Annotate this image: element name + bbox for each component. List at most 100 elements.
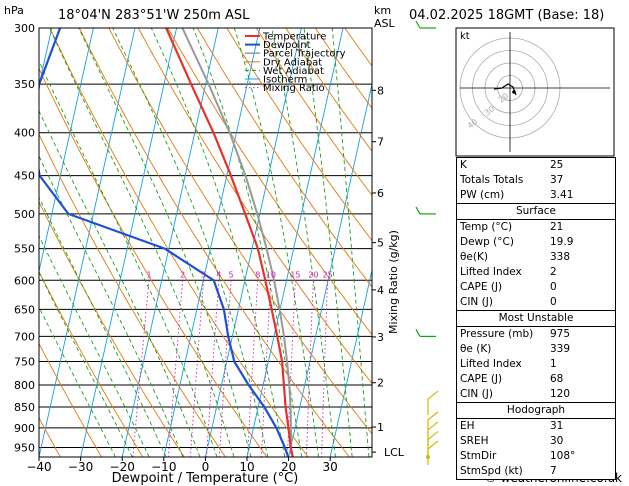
wet-adiabat bbox=[39, 305, 116, 457]
hodograph-row: SREH 30 bbox=[460, 435, 564, 447]
wind-barb-flag bbox=[427, 440, 439, 450]
km-axis-unit: km bbox=[374, 4, 391, 17]
isotherm bbox=[163, 28, 261, 457]
wet-adiabat bbox=[39, 271, 133, 457]
x-tick-label: −30 bbox=[68, 460, 93, 474]
basic-indices: K 25 Totals Totals 37 PW (cm) 3.41 bbox=[457, 158, 615, 203]
pressure-tick-label: 350 bbox=[14, 78, 35, 91]
surface-row: Lifted Index 2 bbox=[460, 266, 557, 278]
x-tick-label: 10 bbox=[239, 460, 254, 474]
x-tick-label: −10 bbox=[151, 460, 176, 474]
dry-adiabat bbox=[137, 28, 372, 385]
hodograph-row: EH 31 bbox=[460, 420, 564, 432]
dry-adiabat bbox=[167, 28, 372, 336]
surface-section: Surface Temp (°C) 21 Dewp (°C) 19.9 θe(K) 3… bbox=[457, 203, 615, 310]
pressure-tick-label: 900 bbox=[14, 422, 35, 435]
pressure-tick-label: 300 bbox=[14, 22, 35, 35]
storm-motion-marker bbox=[512, 90, 516, 94]
mixing-ratio-line bbox=[247, 280, 259, 457]
mixing-ratio-label: 25 bbox=[323, 270, 333, 279]
isotherm bbox=[329, 268, 372, 457]
legend-label: Parcel Trajectory bbox=[263, 49, 346, 60]
mixing-ratio-line bbox=[206, 280, 220, 457]
most-unstable-row: CAPE (J) 68 bbox=[460, 373, 564, 385]
mixing-ratio-line bbox=[189, 280, 205, 457]
dewpoint-line bbox=[39, 28, 290, 457]
hodograph-unit-label: kt bbox=[460, 31, 470, 42]
pressure-tick-label: 400 bbox=[14, 127, 35, 140]
dry-adiabat bbox=[108, 28, 372, 435]
index-row-pw: PW (cm) 3.41 bbox=[460, 189, 574, 201]
x-tick-label: −20 bbox=[110, 460, 135, 474]
isotherm bbox=[39, 28, 94, 274]
legend-label: Dry Adiabat bbox=[263, 57, 322, 68]
most-unstable-row: Lifted Index 1 bbox=[460, 358, 557, 370]
hodograph-section: Hodograph EH 31 SREH 30 StmDir 108° StmSpd … bbox=[457, 402, 615, 479]
dry-adiabat bbox=[49, 28, 309, 457]
mixing-ratio-label: 2 bbox=[180, 270, 185, 279]
km-tick-label: 3 bbox=[377, 331, 384, 344]
temperature-line bbox=[165, 28, 294, 457]
legend-label: Isotherm bbox=[263, 75, 307, 86]
hodograph-row: StmDir 108° bbox=[460, 450, 576, 462]
isotherm bbox=[246, 28, 344, 457]
legend-label: Mixing Ratio bbox=[263, 83, 325, 94]
wind-barb-flag bbox=[415, 329, 421, 337]
wet-adiabat bbox=[39, 196, 167, 457]
pressure-tick-label: 850 bbox=[14, 401, 35, 414]
x-axis-title: Dewpoint / Temperature (°C) bbox=[112, 471, 299, 486]
wet-adiabat bbox=[233, 28, 319, 457]
legend-label: Wet Adiabat bbox=[263, 66, 324, 77]
pressure-tick-label: 500 bbox=[14, 208, 35, 221]
most-unstable-row: θe (K) 339 bbox=[460, 343, 571, 355]
most-unstable-row: CIN (J) 120 bbox=[460, 388, 571, 400]
wet-adiabat bbox=[49, 28, 235, 457]
pressure-tick-label: 700 bbox=[14, 330, 35, 343]
wind-barb-flag bbox=[427, 390, 439, 400]
most-unstable-section: Most Unstable Pressure (mb) 975 θe (K) 339… bbox=[457, 310, 615, 402]
location-title: 18°04'N 283°51'W 250m ASL bbox=[58, 8, 250, 23]
pressure-tick-label: 750 bbox=[14, 356, 35, 369]
isotherm bbox=[288, 82, 372, 457]
wet-adiabat bbox=[78, 28, 252, 457]
surface-wind-dot bbox=[426, 455, 430, 459]
mixing-ratio-line bbox=[132, 280, 150, 457]
wet-adiabat bbox=[39, 155, 184, 457]
wet-adiabat bbox=[271, 28, 336, 457]
x-tick-label: 20 bbox=[281, 460, 296, 474]
most-unstable-title: Most Unstable bbox=[457, 311, 615, 327]
mixing-ratio-label: 10 bbox=[266, 270, 276, 279]
surface-row: CIN (J) 0 bbox=[460, 296, 557, 308]
mixing-ratio-axis-title: Mixing Ratio (g/kg) bbox=[387, 230, 400, 334]
mixing-ratio-line bbox=[218, 280, 232, 457]
pressure-tick-label: 600 bbox=[14, 274, 35, 287]
isotherm bbox=[39, 28, 136, 457]
x-tick-label: −40 bbox=[26, 460, 51, 474]
km-tick-label: 4 bbox=[377, 284, 384, 297]
legend-label: Dewpoint bbox=[263, 40, 311, 51]
pressure-tick-label: 950 bbox=[14, 442, 35, 455]
wind-barb-flag bbox=[427, 431, 439, 441]
wind-profile bbox=[415, 20, 439, 465]
isotherm bbox=[204, 28, 302, 457]
dry-adiabat bbox=[39, 270, 144, 457]
wet-adiabat bbox=[39, 109, 201, 457]
x-tick-label: 0 bbox=[202, 460, 210, 474]
dry-adiabat bbox=[78, 28, 350, 457]
lcl-label: LCL bbox=[384, 446, 405, 459]
wet-adiabat bbox=[150, 28, 286, 457]
dry-adiabat bbox=[255, 28, 372, 197]
asl-axis-unit: ASL bbox=[374, 17, 396, 30]
mixing-ratio-label: 15 bbox=[290, 270, 300, 279]
km-tick-label: 7 bbox=[377, 136, 384, 149]
mixing-ratio-label: 3 bbox=[201, 270, 206, 279]
km-tick-label: 6 bbox=[377, 187, 384, 200]
dry-adiabat bbox=[39, 133, 226, 457]
pressure-tick-label: 450 bbox=[14, 170, 35, 183]
pressure-tick-label: 800 bbox=[14, 379, 35, 392]
wet-adiabat bbox=[303, 28, 353, 457]
hpa-axis-unit: hPa bbox=[4, 4, 24, 17]
mixing-ratio-line bbox=[306, 280, 314, 457]
dry-adiabat bbox=[39, 342, 102, 457]
